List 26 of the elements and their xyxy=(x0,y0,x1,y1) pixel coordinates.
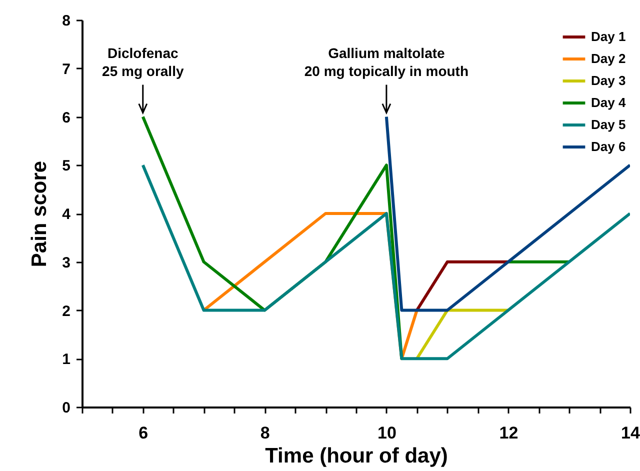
y-tick-label: 2 xyxy=(62,302,70,320)
legend-label: Day 2 xyxy=(591,51,626,66)
legend-label: Day 3 xyxy=(591,73,626,88)
legend-label: Day 1 xyxy=(591,29,626,44)
x-tick-label: 10 xyxy=(377,424,396,442)
y-tick-label: 0 xyxy=(62,400,70,416)
annotation: Gallium maltolate 20 mg topically in mouth xyxy=(304,44,469,79)
legend-label: Day 4 xyxy=(591,95,626,110)
y-tick-label: 8 xyxy=(62,12,70,30)
x-tick-label: 6 xyxy=(138,424,148,442)
line-series xyxy=(141,164,630,360)
legend-label: Day 6 xyxy=(591,139,626,154)
annotation: Diclofenac 25 mg orally xyxy=(102,44,184,79)
x-tick-label: 14 xyxy=(621,424,640,442)
y-tick-label: 4 xyxy=(62,206,72,223)
legend-label: Day 5 xyxy=(591,117,626,132)
y-tick-label: 7 xyxy=(62,60,70,78)
x-tick-label: 8 xyxy=(260,424,270,442)
line-series xyxy=(384,115,630,312)
x-tick-label: 12 xyxy=(499,424,518,442)
x-axis-title: Time (hour of day) xyxy=(265,444,448,468)
y-tick-label: 3 xyxy=(62,254,70,272)
y-tick-label: 1 xyxy=(62,351,70,368)
y-axis-title: Pain score xyxy=(28,160,52,268)
y-tick-label: 6 xyxy=(62,109,70,126)
y-tick-label: 5 xyxy=(62,158,70,175)
